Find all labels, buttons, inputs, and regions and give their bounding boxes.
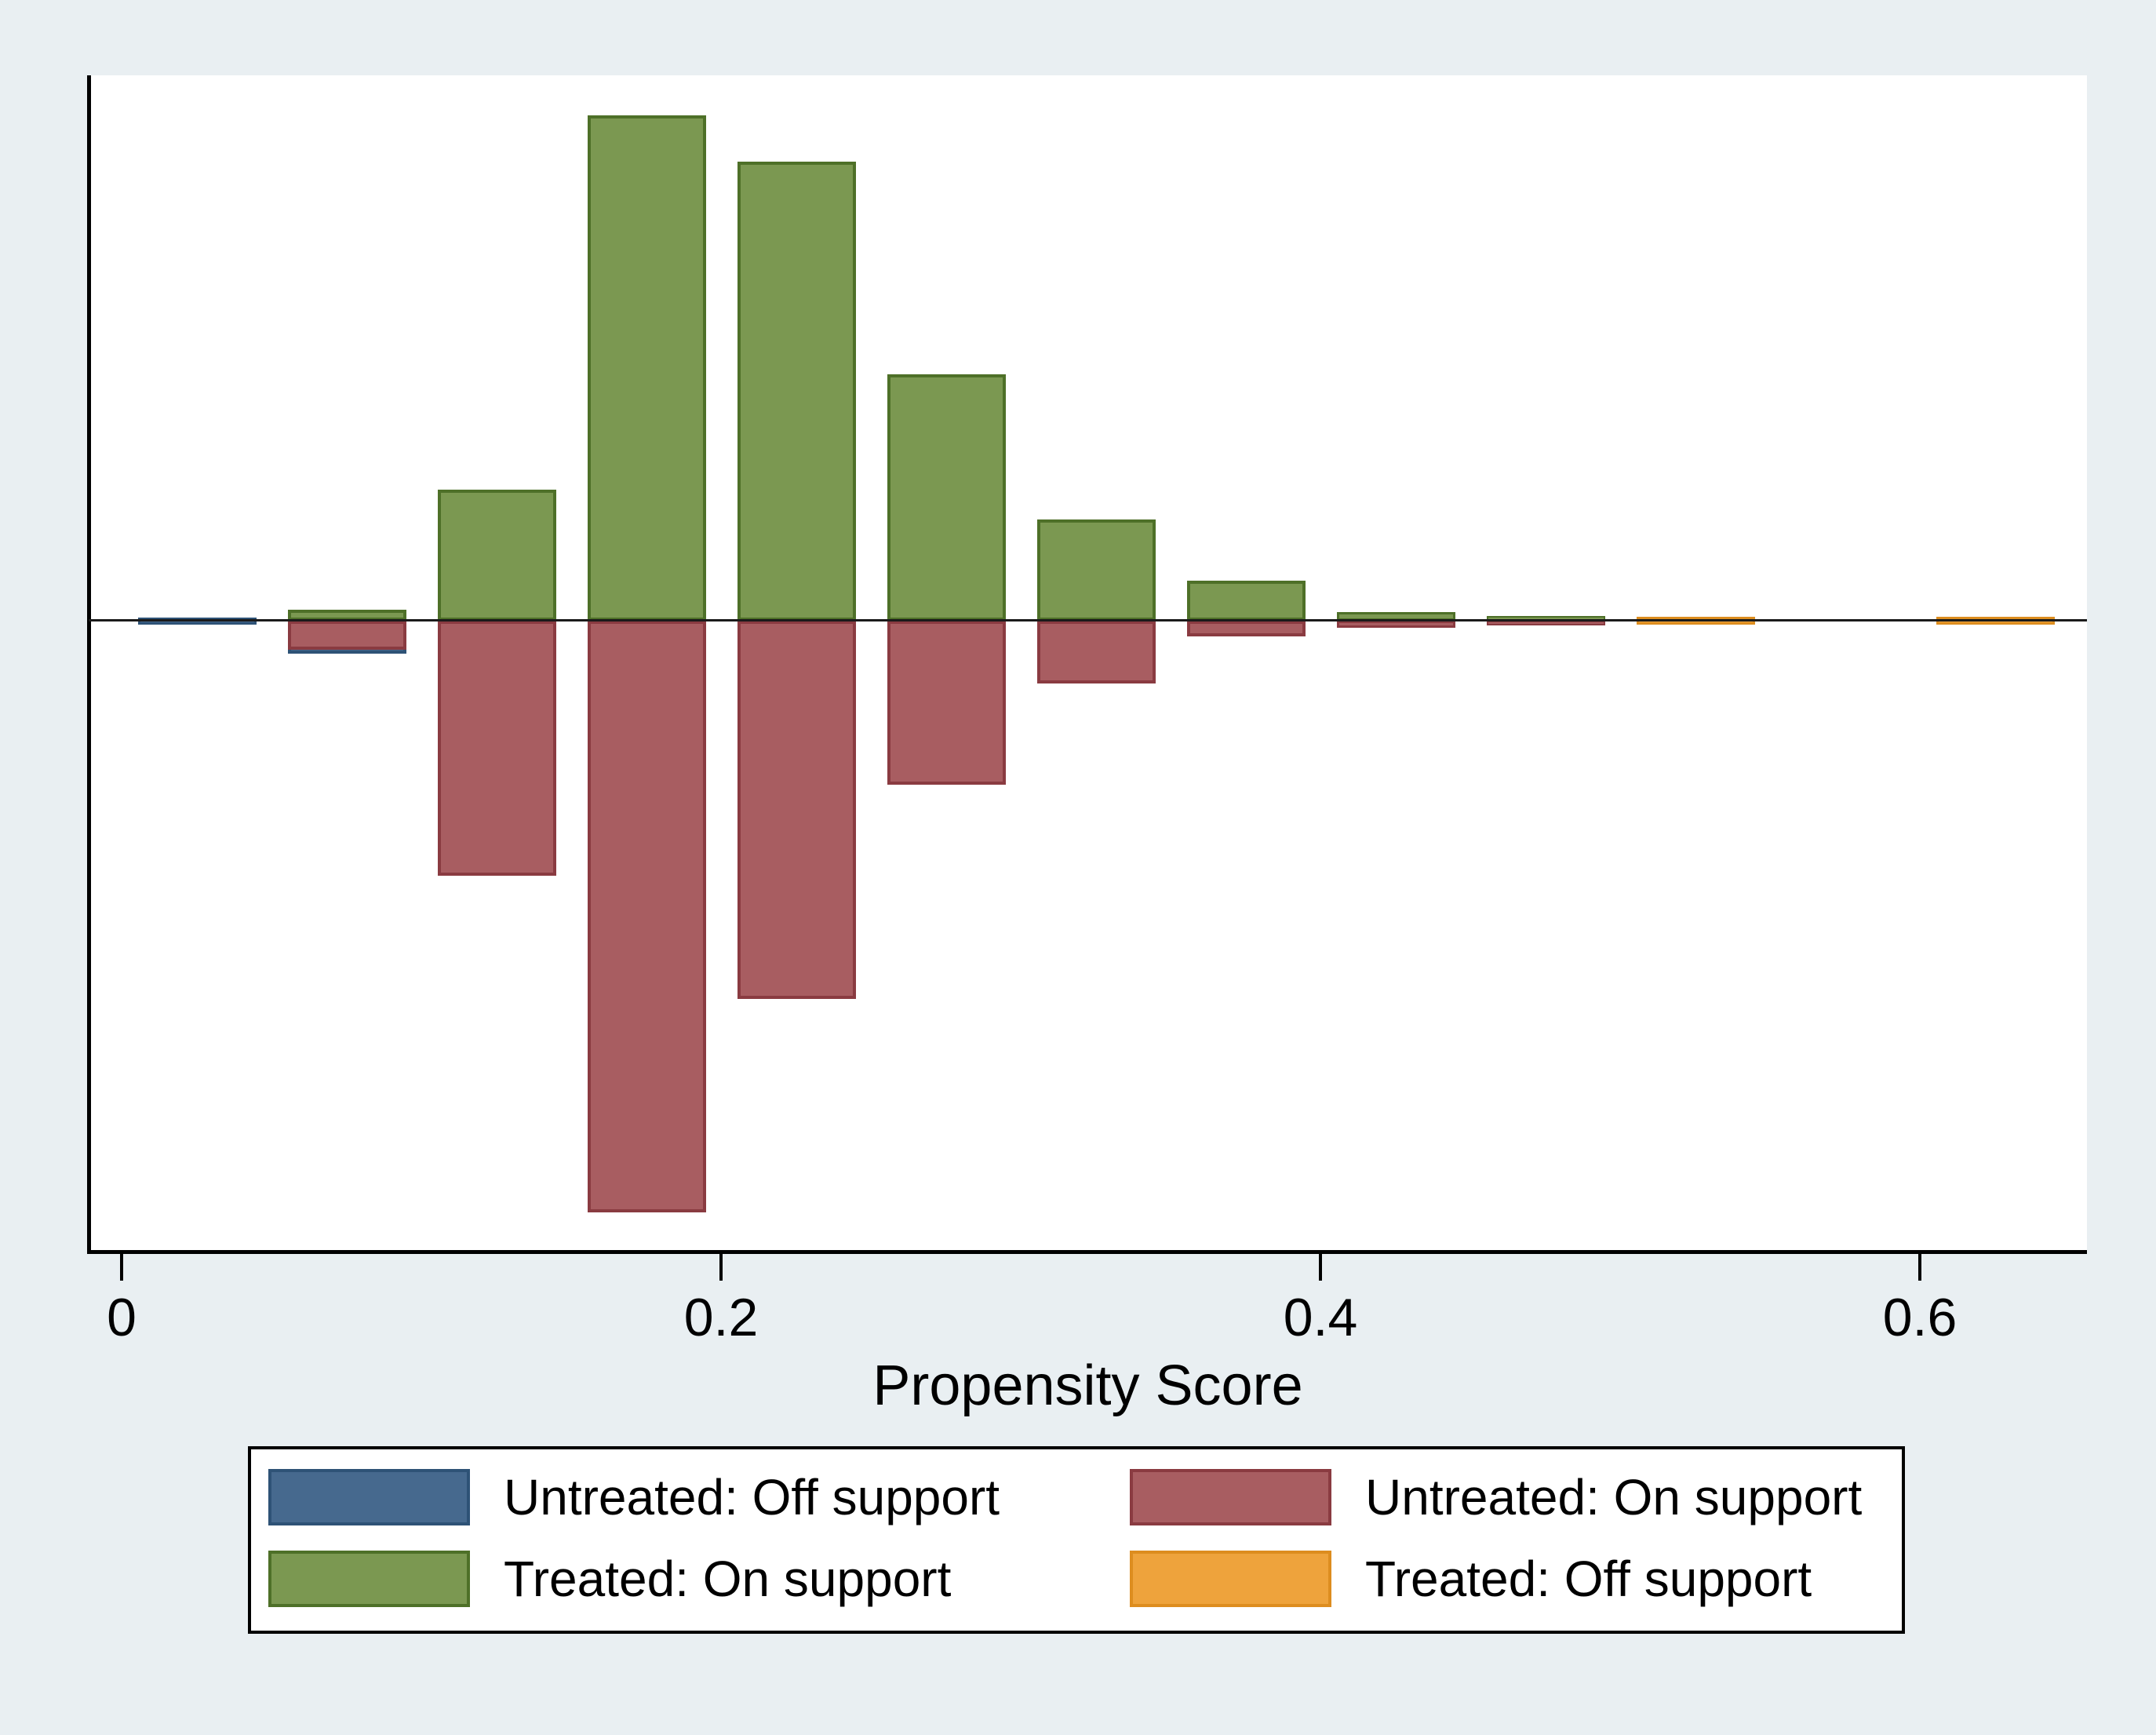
bar-treated-on bbox=[1037, 519, 1156, 621]
bar-untreated-on bbox=[288, 621, 406, 650]
bar-untreated-on bbox=[1487, 621, 1605, 625]
zero-baseline bbox=[89, 619, 2087, 621]
x-tick-0.6 bbox=[1918, 1254, 1921, 1281]
x-tick-label-0: 0 bbox=[107, 1288, 137, 1347]
x-tick-label-0.6: 0.6 bbox=[1882, 1288, 1958, 1347]
bar-untreated-on bbox=[1037, 621, 1156, 683]
legend-swatch-treated-on bbox=[268, 1551, 470, 1607]
bar-treated-on bbox=[588, 115, 706, 621]
x-tick-0.4 bbox=[1319, 1254, 1322, 1281]
x-tick-label-0.2: 0.2 bbox=[683, 1288, 759, 1347]
bar-untreated-on bbox=[737, 621, 856, 999]
legend-label-untreated-off: Untreated: Off support bbox=[504, 1469, 1000, 1525]
legend-label-untreated-on: Untreated: On support bbox=[1365, 1469, 1863, 1525]
x-tick-0.2 bbox=[719, 1254, 723, 1281]
bar-treated-on bbox=[737, 162, 856, 621]
bar-untreated-on bbox=[1187, 621, 1306, 636]
bar-untreated-on bbox=[438, 621, 556, 876]
legend-swatch-untreated-on bbox=[1130, 1469, 1331, 1525]
bar-treated-on bbox=[1187, 581, 1306, 621]
x-tick-label-0.4: 0.4 bbox=[1283, 1288, 1358, 1347]
bar-untreated-on bbox=[588, 621, 706, 1212]
bar-treated-on bbox=[887, 374, 1006, 621]
bar-untreated-on bbox=[887, 621, 1006, 785]
x-axis-title: Propensity Score bbox=[872, 1354, 1303, 1417]
x-axis-line bbox=[87, 1250, 2087, 1254]
legend-label-treated-off: Treated: Off support bbox=[1365, 1551, 1812, 1607]
legend-swatch-untreated-off bbox=[268, 1469, 470, 1525]
legend-label-treated-on: Treated: On support bbox=[504, 1551, 952, 1607]
x-tick-0 bbox=[120, 1254, 123, 1281]
bar-untreated-on bbox=[1337, 621, 1455, 628]
bar-treated-on bbox=[438, 490, 556, 621]
legend-box: Untreated: Off support Untreated: On supp… bbox=[248, 1446, 1905, 1634]
y-axis-line bbox=[87, 75, 91, 1253]
legend-swatch-treated-off bbox=[1130, 1551, 1331, 1607]
